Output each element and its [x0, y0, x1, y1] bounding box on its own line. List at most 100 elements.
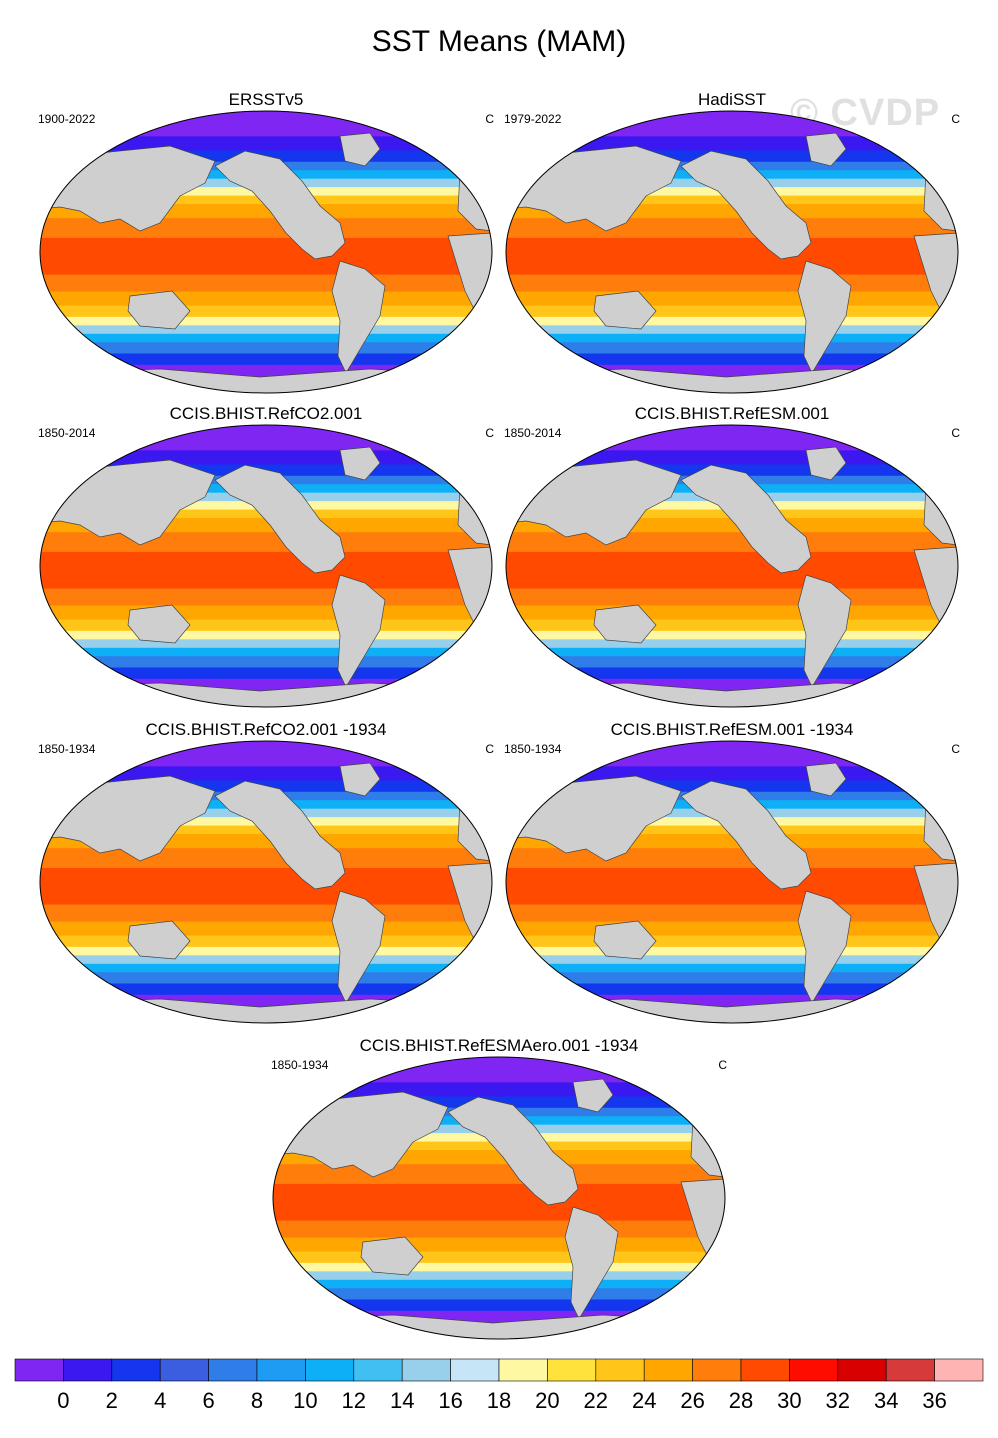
sst-band: [40, 935, 492, 948]
sst-band: [40, 291, 492, 307]
land-mask: [805, 132, 847, 167]
sst-band: [40, 639, 492, 649]
sst-band: [40, 136, 492, 152]
colorbar-tick-label: 26: [680, 1388, 704, 1413]
sst-band: [506, 972, 958, 985]
sst-map: [505, 740, 959, 1024]
panel-period: 1850-1934: [504, 742, 562, 756]
colorbar-swatch: [934, 1358, 984, 1382]
colorbar-tick-label: 30: [777, 1388, 801, 1413]
sst-band: [506, 766, 958, 782]
sst-band: [40, 551, 492, 590]
map-panel-refco2-1934: CCIS.BHIST.RefCO2.001 -1934 1850-1934 C: [34, 720, 498, 1026]
sst-band: [506, 656, 958, 669]
land-mask: [339, 132, 381, 167]
sst-band: [40, 450, 492, 466]
land-mask: [331, 890, 386, 1004]
map-outline: [39, 424, 493, 708]
land-mask: [805, 762, 847, 797]
colorbar-swatch: [789, 1358, 839, 1382]
colorbar-tick-label: 24: [632, 1388, 656, 1413]
land-mask: [797, 574, 852, 688]
sst-band: [506, 867, 958, 906]
sst-band: [506, 274, 958, 293]
sst-band: [40, 955, 492, 965]
sst-band: [506, 588, 958, 607]
panel-title: CCIS.BHIST.RefESM.001: [634, 404, 830, 423]
sst-band: [506, 111, 958, 138]
map-outline: [505, 424, 959, 708]
sst-band: [273, 1082, 725, 1098]
map-panel-refesm-1934: CCIS.BHIST.RefESM.001 -1934 1850-1934 C: [500, 720, 964, 1026]
colorbar-swatch: [159, 1358, 209, 1382]
colorbar-swatch: [208, 1358, 258, 1382]
sst-band: [506, 342, 958, 355]
colorbar-swatch: [837, 1358, 887, 1382]
land-mask: [593, 604, 657, 644]
colorbar-swatch: [498, 1358, 548, 1382]
sst-band: [506, 963, 958, 974]
land-mask: [214, 464, 346, 574]
panel-period: 1850-2014: [38, 426, 96, 440]
sst-band: [273, 1271, 725, 1281]
sst-band: [506, 425, 958, 452]
colorbar-tick-label: 6: [202, 1388, 214, 1413]
map-panel-refesm: CCIS.BHIST.RefESM.001 1850-2014 C: [500, 404, 964, 710]
colorbar-tick-label: 32: [826, 1388, 850, 1413]
panel-title: CCIS.BHIST.RefESM.001 -1934: [610, 720, 854, 739]
land-mask: [593, 290, 657, 330]
sst-band: [506, 291, 958, 307]
sst-band: [40, 274, 492, 293]
sst-band: [506, 904, 958, 923]
sst-band: [40, 619, 492, 632]
sst-band: [40, 111, 492, 138]
colorbar-swatch: [401, 1358, 451, 1382]
land-mask: [797, 260, 852, 374]
panel-period: 1900-2022: [38, 112, 96, 126]
sst-band: [506, 450, 958, 466]
sst-map: [39, 740, 493, 1024]
sst-band: [506, 647, 958, 658]
colorbar-swatch: [450, 1358, 500, 1382]
map-outline: [39, 740, 493, 1024]
sst-band: [273, 1262, 725, 1273]
panel-units: C: [485, 742, 494, 756]
sst-band: [40, 741, 492, 768]
colorbar-swatch: [547, 1358, 597, 1382]
colorbar-swatch: [14, 1358, 64, 1382]
sst-band: [40, 667, 492, 680]
land-mask: [339, 762, 381, 797]
map-panel-refesmaero-1934: CCIS.BHIST.RefESMAero.001 -1934 1850-193…: [267, 1036, 731, 1342]
sst-band: [506, 983, 958, 996]
colorbar-tick-label: 28: [729, 1388, 753, 1413]
sst-band: [273, 1057, 725, 1084]
colorbar-tick-label: 18: [487, 1388, 511, 1413]
colorbar-tick-label: 14: [390, 1388, 414, 1413]
sst-band: [506, 955, 958, 965]
sst-map: [39, 110, 493, 394]
sst-band: [506, 551, 958, 590]
map-panel-ersstv5: ERSSTv5 1900-2022 C: [34, 90, 498, 396]
sst-band: [273, 1288, 725, 1301]
sst-band: [40, 605, 492, 621]
sst-band: [40, 237, 492, 276]
colorbar-swatch: [111, 1358, 161, 1382]
sst-band: [40, 647, 492, 658]
colorbar-tick-label: 4: [154, 1388, 166, 1413]
sst-band: [506, 935, 958, 948]
sst-band: [273, 1299, 725, 1312]
sst-band: [40, 867, 492, 906]
land-mask: [572, 1078, 614, 1113]
land-mask: [127, 920, 191, 960]
colorbar: 0 2 4 6 8 10 12 14 16 18 20 22 24 26 28 30 32 34 36: [14, 1358, 984, 1413]
land-mask: [339, 446, 381, 481]
sst-band: [40, 904, 492, 923]
sst-band: [506, 237, 958, 276]
sst-band: [506, 605, 958, 621]
sst-band: [40, 325, 492, 335]
sst-band: [506, 316, 958, 327]
panel-title: CCIS.BHIST.RefCO2.001 -1934: [145, 720, 387, 739]
map-outline: [272, 1056, 726, 1340]
sst-map: [272, 1056, 726, 1340]
sst-band: [506, 946, 958, 957]
